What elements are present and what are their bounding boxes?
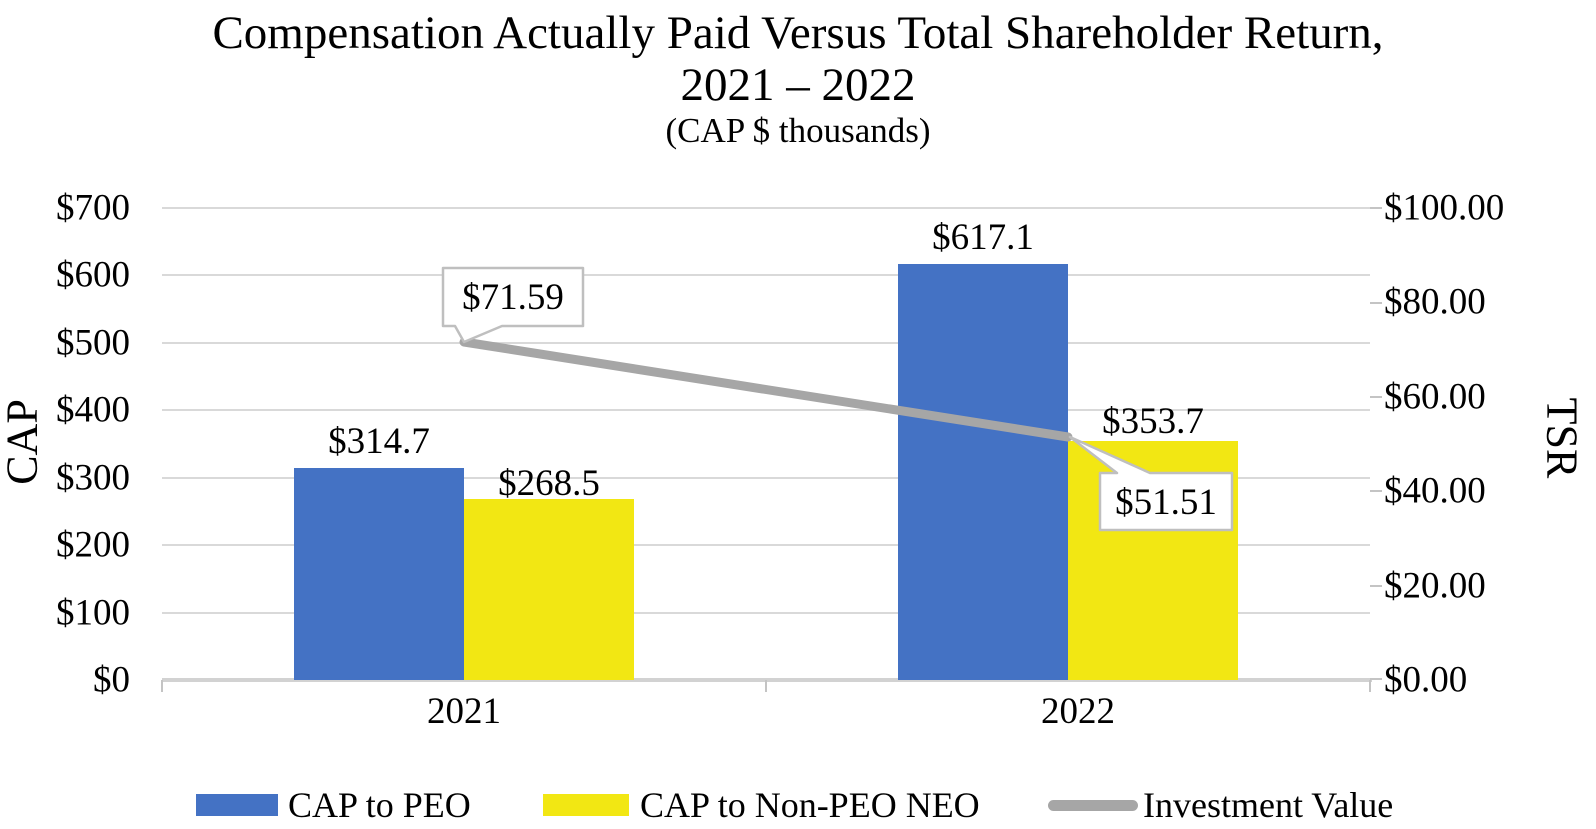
right-axis-tick-label: $80.00 bbox=[1384, 281, 1486, 323]
chart-title-line2: 2021 – 2022 bbox=[680, 59, 916, 111]
x-axis-label-2022: 2022 bbox=[1041, 691, 1115, 732]
data-label-neo-2022: $353.7 bbox=[1102, 401, 1204, 442]
left-axis-tick-label: $200 bbox=[56, 524, 130, 566]
gridline bbox=[162, 342, 1370, 344]
gridline bbox=[162, 544, 1370, 546]
x-axis-tick bbox=[161, 680, 163, 692]
gridline bbox=[162, 477, 1370, 479]
x-axis-tick bbox=[765, 680, 767, 692]
left-axis-tick-label: $600 bbox=[56, 254, 130, 296]
gridline bbox=[162, 274, 1370, 276]
callout-investment-value-2021: $71.59 bbox=[462, 277, 564, 318]
bar-cap-to-peo-2022 bbox=[898, 264, 1068, 680]
bar-cap-to-non-peo-2021 bbox=[464, 499, 634, 680]
data-label-peo-2021: $314.7 bbox=[328, 421, 430, 462]
right-axis-tick-label: $40.00 bbox=[1384, 470, 1486, 512]
bar-cap-to-peo-2021 bbox=[294, 468, 464, 680]
legend-label-cap-to-peo: CAP to PEO bbox=[288, 785, 471, 825]
legend-swatch-cap-to-peo bbox=[196, 794, 278, 816]
chart-title-line1: Compensation Actually Paid Versus Total … bbox=[212, 7, 1384, 59]
right-axis-title: TSR bbox=[1537, 397, 1587, 479]
legend-label-investment-value: Investment Value bbox=[1143, 785, 1394, 825]
x-axis-tick bbox=[1369, 680, 1371, 692]
right-axis-tick-label: $100.00 bbox=[1384, 187, 1505, 229]
left-axis-tick-label: $400 bbox=[56, 389, 130, 431]
data-label-peo-2022: $617.1 bbox=[932, 217, 1034, 258]
bar-cap-to-non-peo-2022 bbox=[1068, 441, 1238, 680]
left-axis-tick-label: $300 bbox=[56, 457, 130, 499]
right-axis-tick bbox=[1370, 585, 1382, 587]
legend-label-cap-to-non-peo-neo: CAP to Non-PEO NEO bbox=[640, 785, 980, 825]
right-axis-tick-label: $20.00 bbox=[1384, 565, 1486, 607]
left-axis-tick-label: $500 bbox=[56, 322, 130, 364]
legend-swatch-investment-value-line bbox=[1048, 800, 1138, 811]
left-axis-tick-label: $700 bbox=[56, 187, 130, 229]
left-axis-tick-label: $100 bbox=[56, 592, 130, 634]
left-axis-tick-label: $0 bbox=[93, 659, 130, 701]
right-axis-tick bbox=[1370, 207, 1382, 209]
data-label-neo-2021: $268.5 bbox=[498, 463, 600, 504]
right-axis-tick bbox=[1370, 396, 1382, 398]
gridline bbox=[162, 207, 1370, 209]
left-axis-title: CAP bbox=[0, 399, 47, 485]
right-axis-tick-label: $0.00 bbox=[1384, 659, 1468, 701]
right-axis-tick bbox=[1370, 490, 1382, 492]
x-axis-label-2021: 2021 bbox=[427, 691, 501, 732]
gridline bbox=[162, 612, 1370, 614]
right-axis-tick bbox=[1370, 302, 1382, 304]
x-axis-line bbox=[162, 678, 1372, 682]
callout-investment-value-2022: $51.51 bbox=[1115, 482, 1217, 523]
legend-swatch-cap-to-non-peo-neo bbox=[543, 794, 629, 816]
right-axis-tick bbox=[1370, 678, 1382, 680]
chart-subtitle: (CAP $ thousands) bbox=[665, 111, 931, 150]
right-axis-tick-label: $60.00 bbox=[1384, 376, 1486, 418]
